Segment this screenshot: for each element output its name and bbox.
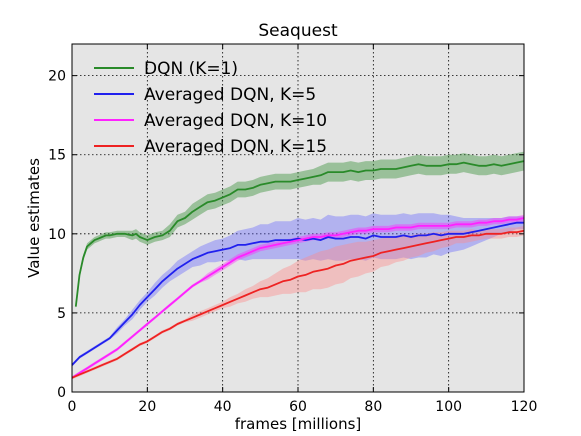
y-tick-label: 0: [57, 385, 66, 401]
x-tick-label: 0: [68, 399, 77, 415]
band-series-1: [75, 151, 525, 309]
series-lines: [71, 160, 525, 379]
y-tick-label: 20: [48, 69, 66, 85]
legend: DQN (K=1) Averaged DQN, K=5 Averaged DQN, …: [94, 59, 327, 157]
x-tick-label: 120: [511, 399, 538, 415]
confidence-bands: [72, 151, 525, 380]
axis-ticks: 0 20 40 60 80 100 120 0 5 10 15 20: [48, 44, 537, 415]
legend-label-2: Averaged DQN, K=5: [144, 85, 316, 105]
chart-title: Seaquest: [258, 21, 338, 41]
line-series-2: [71, 221, 524, 366]
legend-label-1: DQN (K=1): [144, 59, 238, 79]
y-tick-label: 5: [57, 306, 66, 322]
y-axis-label: Value estimates: [25, 158, 43, 278]
x-tick-label: 100: [435, 399, 462, 415]
plot-background: [72, 44, 524, 392]
legend-label-4: Averaged DQN, K=15: [144, 137, 327, 157]
x-tick-label: 60: [289, 399, 307, 415]
line-series-3: [71, 217, 525, 379]
x-tick-label: 80: [364, 399, 382, 415]
band-series-2: [72, 213, 524, 367]
line-series-4: [71, 229, 525, 379]
y-tick-label: 10: [48, 227, 66, 243]
y-tick-label: 15: [48, 148, 66, 164]
line-series-1: [74, 160, 525, 307]
legend-label-3: Averaged DQN, K=10: [144, 111, 327, 131]
x-axis-label: frames [millions]: [235, 415, 362, 433]
x-tick-label: 40: [214, 399, 232, 415]
x-tick-label: 20: [138, 399, 156, 415]
